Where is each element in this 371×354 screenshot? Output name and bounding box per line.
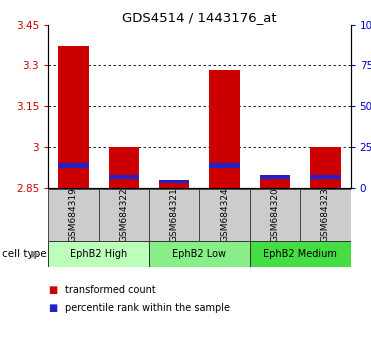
Bar [210,69,240,188]
Text: GSM684322: GSM684322 [119,188,128,242]
Bar [109,176,139,179]
Text: GSM684320: GSM684320 [270,188,279,242]
Text: EphB2 Low: EphB2 Low [173,249,226,259]
Bar [210,162,240,167]
Bar [159,180,189,183]
Bar [149,189,200,241]
Bar [149,241,250,267]
Bar [109,147,139,188]
Bar [260,176,290,188]
Text: percentile rank within the sample: percentile rank within the sample [65,303,230,313]
Text: GSM684321: GSM684321 [170,188,179,242]
Bar [260,176,290,179]
Bar [159,180,189,188]
Text: EphB2 High: EphB2 High [70,249,127,259]
Title: GDS4514 / 1443176_at: GDS4514 / 1443176_at [122,11,277,24]
Text: ■: ■ [48,285,58,295]
Bar [310,147,341,188]
Bar [250,189,300,241]
Bar [99,189,149,241]
Text: cell type: cell type [2,249,46,259]
Text: GSM684323: GSM684323 [321,188,330,242]
Bar [300,189,351,241]
Text: EphB2 Medium: EphB2 Medium [263,249,337,259]
Text: transformed count: transformed count [65,285,156,295]
Text: GSM684324: GSM684324 [220,188,229,242]
Bar [58,162,89,167]
Text: GSM684319: GSM684319 [69,188,78,242]
Bar [250,241,351,267]
Bar [58,46,89,188]
Text: ■: ■ [48,303,58,313]
Bar [310,176,341,179]
Bar [48,189,99,241]
Bar [48,241,149,267]
Text: ▶: ▶ [31,249,39,259]
Bar [200,189,250,241]
